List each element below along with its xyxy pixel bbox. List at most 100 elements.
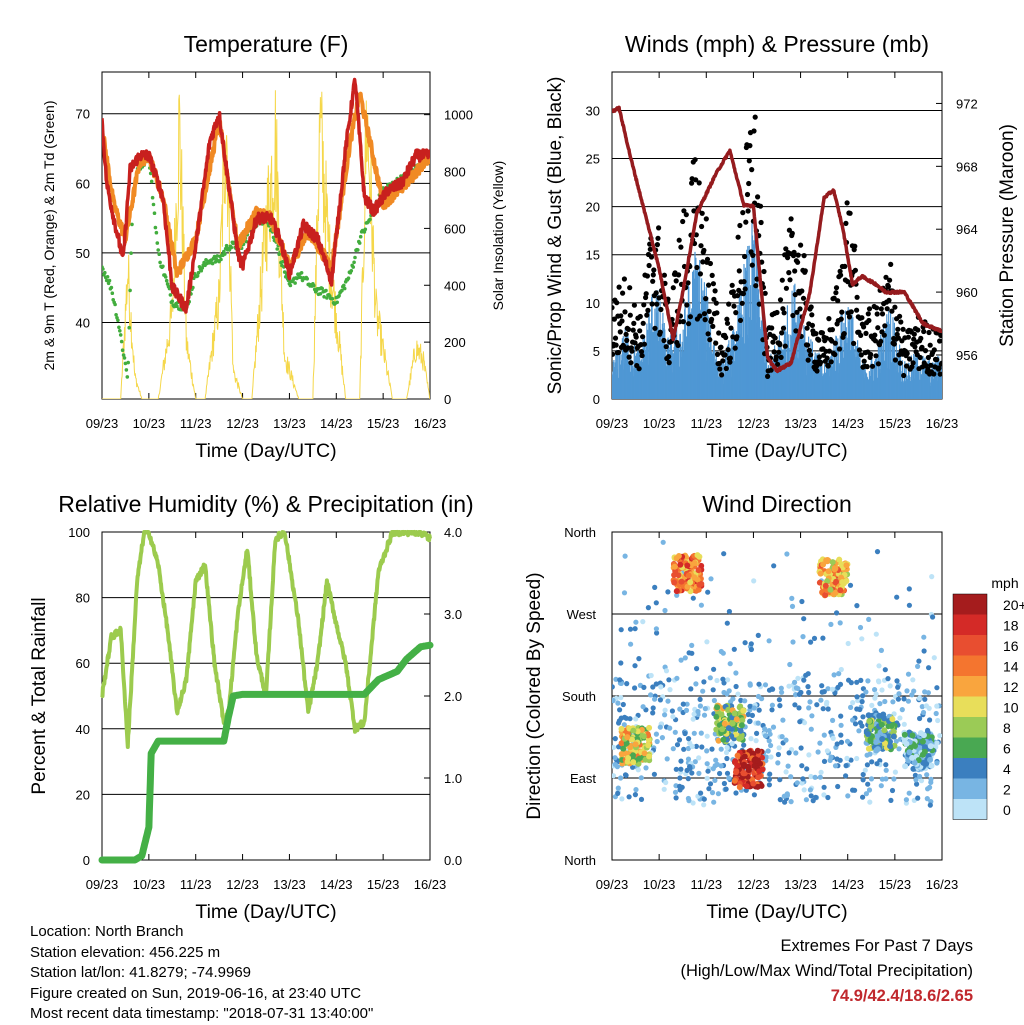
gust-point (939, 360, 942, 366)
direction-point (750, 750, 757, 757)
gust-point (742, 253, 748, 260)
direction-point (620, 745, 627, 752)
direction-point (777, 797, 783, 803)
direction-point (807, 787, 814, 793)
direction-point (645, 742, 652, 749)
dewpoint-point (330, 297, 335, 301)
gust-point (851, 340, 857, 346)
gust-point (631, 302, 638, 308)
direction-point (685, 745, 692, 752)
gust-point (800, 295, 807, 301)
direction-point (852, 787, 858, 793)
direction-point (654, 630, 660, 636)
direction-point (638, 775, 644, 781)
direction-point (685, 795, 692, 802)
direction-point (669, 708, 676, 714)
y-tick-label: 60 (76, 656, 90, 671)
gust-point (872, 332, 878, 338)
y2-tick-label: 1000 (444, 108, 473, 123)
direction-point (771, 563, 777, 569)
direction-point (789, 603, 796, 610)
direction-point (801, 720, 808, 726)
gust-point (632, 340, 638, 346)
y2-tick-label: 200 (444, 335, 466, 350)
direction-point (843, 773, 849, 779)
direction-point (882, 740, 888, 747)
dewpoint-point (357, 241, 362, 245)
series-group (612, 105, 942, 399)
panel-title: Relative Humidity (%) & Precipitation (i… (58, 491, 473, 517)
direction-point (808, 639, 814, 645)
direction-point (792, 679, 798, 686)
x-tick-label: 15/23 (879, 877, 912, 892)
gust-point (919, 344, 925, 350)
dewpoint-point (104, 278, 109, 283)
direction-point (793, 750, 799, 756)
direction-point (738, 732, 745, 739)
direction-point (854, 679, 860, 685)
extremes-title: Extremes For Past 7 Days (780, 937, 973, 955)
gust-point (883, 274, 889, 280)
gust-point (625, 326, 632, 332)
gust-point (657, 329, 663, 335)
direction-point (663, 668, 670, 674)
dewpoint-point (346, 276, 351, 281)
gust-point (749, 167, 755, 173)
y-tick-label: 20 (586, 200, 600, 215)
direction-point (866, 718, 873, 725)
direction-point (817, 740, 823, 746)
direction-point (928, 762, 935, 769)
gust-point (795, 252, 801, 258)
direction-point (645, 605, 652, 611)
gust-point (694, 264, 700, 271)
gust-point (805, 357, 811, 363)
gust-point (661, 337, 667, 344)
gust-point (640, 320, 646, 326)
direction-point (838, 574, 845, 581)
gust-point (804, 325, 810, 331)
direction-point (748, 641, 754, 647)
gust-point (612, 316, 617, 322)
direction-point (911, 759, 918, 766)
direction-point (733, 790, 739, 796)
gust-point (753, 283, 759, 289)
direction-point (682, 730, 688, 737)
direction-point (909, 754, 916, 761)
gust-point (848, 309, 854, 315)
gust-point (740, 291, 747, 297)
gust-point (758, 219, 764, 226)
direction-point (687, 765, 693, 772)
direction-point (674, 592, 680, 598)
direction-point (868, 776, 875, 782)
dewpoint-point (299, 271, 304, 275)
gust-point (707, 337, 713, 343)
direction-point (915, 795, 921, 801)
gust-point (612, 351, 616, 357)
direction-point (693, 681, 699, 687)
gust-point (783, 246, 789, 252)
direction-point (618, 627, 624, 633)
direction-point (720, 736, 727, 743)
gust-point (879, 311, 886, 317)
direction-point (929, 574, 935, 580)
dewpoint-point (325, 296, 329, 300)
gust-point (861, 358, 867, 364)
direction-point (652, 584, 658, 591)
gust-point (884, 306, 890, 312)
direction-point (830, 735, 836, 742)
direction-point (824, 748, 831, 754)
direction-point (643, 765, 649, 771)
gust-point (866, 306, 873, 312)
gust-point (734, 293, 741, 299)
direction-point (809, 713, 815, 719)
x-tick-label: 10/23 (643, 877, 676, 892)
dewpoint-point (312, 283, 316, 288)
colorbar-swatch (953, 614, 987, 635)
series-total-rainfall (98, 641, 434, 864)
gust-point (614, 300, 620, 306)
direction-point (906, 790, 912, 796)
direction-point (745, 711, 751, 718)
direction-point (876, 663, 882, 669)
direction-point (854, 755, 860, 762)
panel-2: Winds (mph) & Pressure (mb) 09/23 10/23 11/… (545, 31, 1018, 462)
